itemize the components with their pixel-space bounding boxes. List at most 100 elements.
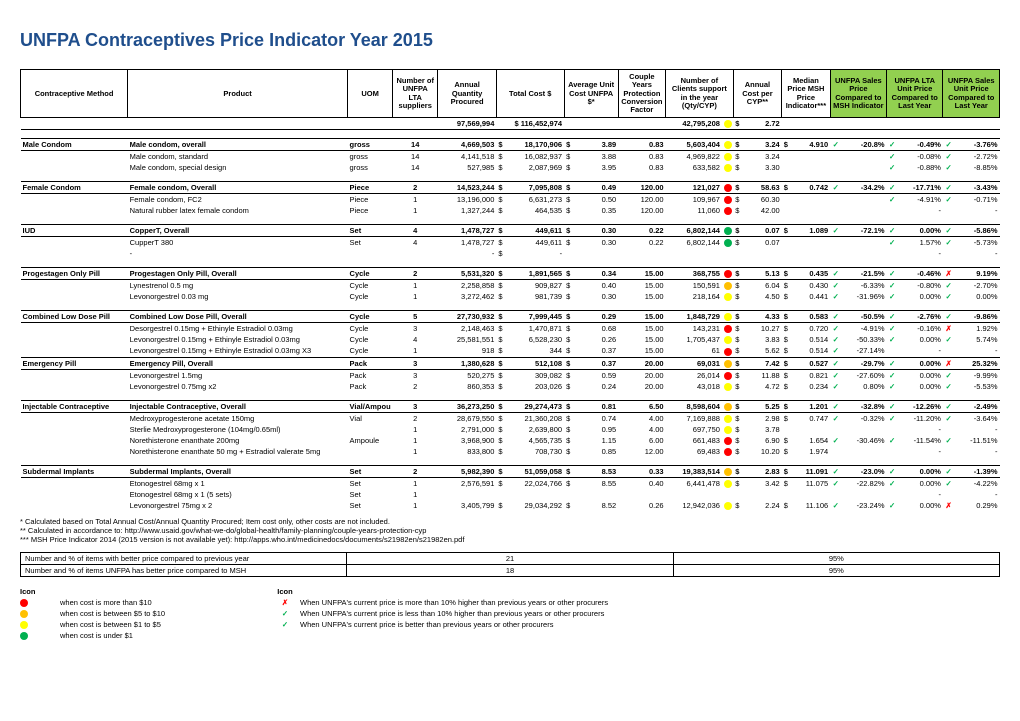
h-product: Product	[128, 70, 348, 118]
sup: 1	[393, 205, 438, 216]
li: ✓	[887, 400, 898, 412]
cyp: 5.62	[742, 345, 781, 357]
avg: 0.35	[573, 205, 618, 216]
cypf: 15.00	[618, 334, 665, 345]
si: ✓	[943, 182, 954, 194]
avg: 0.50	[573, 194, 618, 206]
d: $	[782, 500, 791, 511]
uom: Pack	[348, 369, 393, 381]
dot-icon	[724, 383, 732, 391]
si: ✓	[943, 465, 954, 477]
cli: 7,169,888	[666, 412, 722, 424]
msh: -4.91%	[841, 323, 886, 335]
avg: 0.26	[573, 334, 618, 345]
legend-row: when cost is between $1 to $5✓When UNFPA…	[20, 620, 1000, 629]
dot-icon	[724, 282, 732, 290]
check-icon: ✓	[945, 467, 951, 476]
si: ✗	[943, 323, 954, 335]
c	[21, 118, 128, 130]
cost: 21,360,208	[505, 412, 564, 424]
method	[21, 369, 128, 381]
d: $	[782, 435, 791, 446]
d: $	[564, 465, 573, 477]
table-row: Female CondomFemale condom, OverallPiece…	[21, 182, 1000, 194]
product: Male condom, standard	[128, 151, 348, 163]
product: Medroxyprogesterone acetate 150mg	[128, 412, 348, 424]
sal: 1.92%	[954, 323, 999, 335]
mi	[830, 237, 841, 249]
d: $	[564, 369, 573, 381]
ci	[722, 381, 733, 392]
check-icon: ✓	[833, 312, 839, 321]
cypf: 15.00	[618, 311, 665, 323]
d: $	[782, 182, 791, 194]
lta: 0.00%	[898, 500, 943, 511]
cypf: 4.00	[618, 424, 665, 435]
product: Etonogestrel 68mg x 1 (5 sets)	[128, 489, 348, 500]
product: Norethisterone enanthate 200mg	[128, 435, 348, 446]
cli: 69,483	[666, 446, 722, 457]
uom: Set	[348, 500, 393, 511]
cli: 697,750	[666, 424, 722, 435]
d: $	[496, 357, 505, 369]
cyp: 6.04	[742, 280, 781, 292]
d: $	[496, 435, 505, 446]
dot-icon	[724, 325, 732, 333]
qty: 2,791,000	[438, 424, 497, 435]
d: $	[564, 435, 573, 446]
product: -	[128, 248, 348, 259]
sal: -2.70%	[954, 280, 999, 292]
check-icon: ✓	[889, 467, 895, 476]
ci	[722, 162, 733, 173]
mi: ✓	[830, 268, 841, 280]
si: ✓	[943, 435, 954, 446]
table-row: --$---	[21, 248, 1000, 259]
d: $	[733, 311, 742, 323]
uom: Set	[348, 489, 393, 500]
cli: 43,018	[666, 381, 722, 392]
product: Norethisterone enanthate 50 mg + Estradi…	[128, 446, 348, 457]
dot-icon	[724, 207, 732, 215]
avg: 8.53	[573, 465, 618, 477]
sal: -9.86%	[954, 311, 999, 323]
d: $	[496, 280, 505, 292]
check-icon: ✓	[833, 467, 839, 476]
cypf	[618, 489, 665, 500]
d: $	[733, 400, 742, 412]
check-icon: ✓	[945, 371, 951, 380]
cyp: 5.25	[742, 400, 781, 412]
li: ✓	[887, 500, 898, 511]
cost: 449,611	[505, 237, 564, 249]
avg: 0.85	[573, 446, 618, 457]
ci	[722, 205, 733, 216]
lta: -17.71%	[898, 182, 943, 194]
ci	[722, 446, 733, 457]
d: $	[733, 280, 742, 292]
mi: ✓	[830, 369, 841, 381]
msh	[841, 248, 886, 259]
x-icon: ✗	[945, 359, 951, 368]
d: $	[496, 311, 505, 323]
si	[943, 248, 954, 259]
d: $	[782, 357, 791, 369]
product: Male condom, overall	[128, 139, 348, 151]
d: $	[496, 334, 505, 345]
d: $	[733, 268, 742, 280]
check-icon: ✓	[833, 414, 839, 423]
mi: ✓	[830, 412, 841, 424]
check-icon: ✓	[889, 183, 895, 192]
method	[21, 424, 128, 435]
method	[21, 291, 128, 302]
mi: ✓	[830, 182, 841, 194]
check-icon: ✓	[945, 479, 951, 488]
table-row: Lynestrenol 0.5 mgCycle12,258,858$909,82…	[21, 280, 1000, 292]
c	[564, 118, 573, 130]
d: $	[782, 345, 791, 357]
msh: -30.46%	[841, 435, 886, 446]
cost: 7,999,445	[505, 311, 564, 323]
d: $	[496, 412, 505, 424]
d	[782, 162, 791, 173]
h-sales: UNFPA Sales Unit Price Compared to Last …	[943, 70, 1000, 118]
cyp: 10.27	[742, 323, 781, 335]
d: $	[733, 323, 742, 335]
